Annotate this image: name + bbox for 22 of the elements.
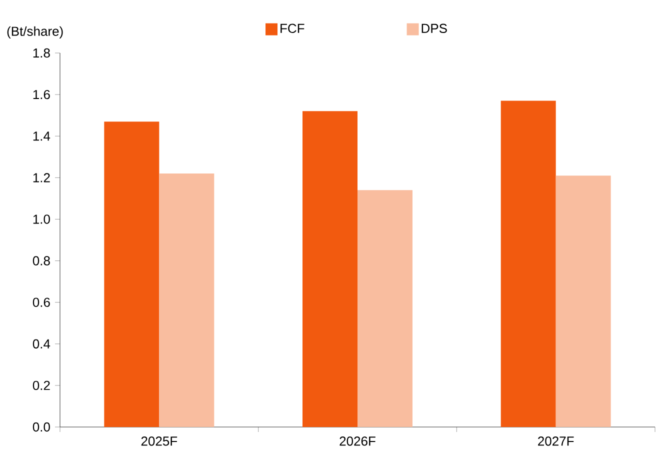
y-tick-label: 0.6 (32, 298, 50, 307)
y-tick-label: 0.2 (32, 380, 50, 390)
y-tick-label: 1.8 (33, 48, 50, 58)
y-tick-label: 1.0 (33, 214, 50, 224)
y-tick-label: 0.8 (32, 256, 50, 266)
bar (500, 100, 556, 427)
y-tick-label: 1.2 (33, 173, 50, 182)
y-tick-label: 1.6 (33, 90, 50, 100)
bar (556, 176, 611, 427)
x-tick-label: 2027F (538, 436, 574, 446)
y-tick-label: 1.4 (33, 132, 50, 141)
legend-label: DPS (422, 24, 447, 33)
bar (358, 190, 413, 427)
bar (159, 174, 214, 427)
bar (104, 122, 160, 427)
x-tick-label: 2025F (141, 436, 178, 446)
legend-label: FCF (280, 24, 304, 33)
y-tick-label: 0.4 (32, 339, 50, 348)
y-tick-label: 0.0 (32, 422, 50, 432)
y-axis-title: (Bt/share) (7, 26, 63, 38)
bar (302, 111, 358, 427)
x-tick-label: 2026F (340, 436, 376, 446)
